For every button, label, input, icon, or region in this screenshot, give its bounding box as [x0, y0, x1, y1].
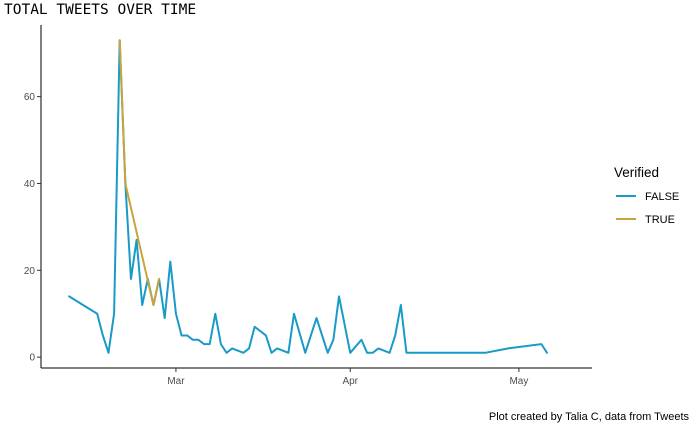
- chart-title: TOTAL TWEETS OVER TIME: [4, 2, 196, 18]
- y-tick-label: 60: [24, 92, 36, 103]
- y-tick-label: 0: [29, 353, 35, 364]
- legend: Verified FALSE TRUE: [614, 165, 679, 226]
- x-tick-label: Mar: [167, 376, 185, 387]
- chart-caption: Plot created by Talia C, data from Tweet…: [489, 411, 690, 423]
- legend-label-false: FALSE: [645, 191, 679, 203]
- y-tick-label: 20: [24, 266, 36, 277]
- x-tick-label: May: [509, 376, 528, 387]
- plot-area: 0 20 40 60 Mar Apr May: [24, 25, 592, 387]
- x-tick-label: Apr: [342, 376, 358, 387]
- y-tick-label: 40: [24, 179, 36, 190]
- legend-items: FALSE TRUE: [616, 191, 679, 226]
- series-layer: [68, 39, 549, 354]
- legend-label-true: TRUE: [645, 214, 675, 226]
- x-ticks: Mar Apr May: [167, 368, 528, 387]
- series-line-true: [118, 39, 161, 307]
- series-line-false: [68, 39, 549, 354]
- legend-title: Verified: [614, 165, 659, 180]
- y-ticks: 0 20 40 60: [24, 92, 41, 364]
